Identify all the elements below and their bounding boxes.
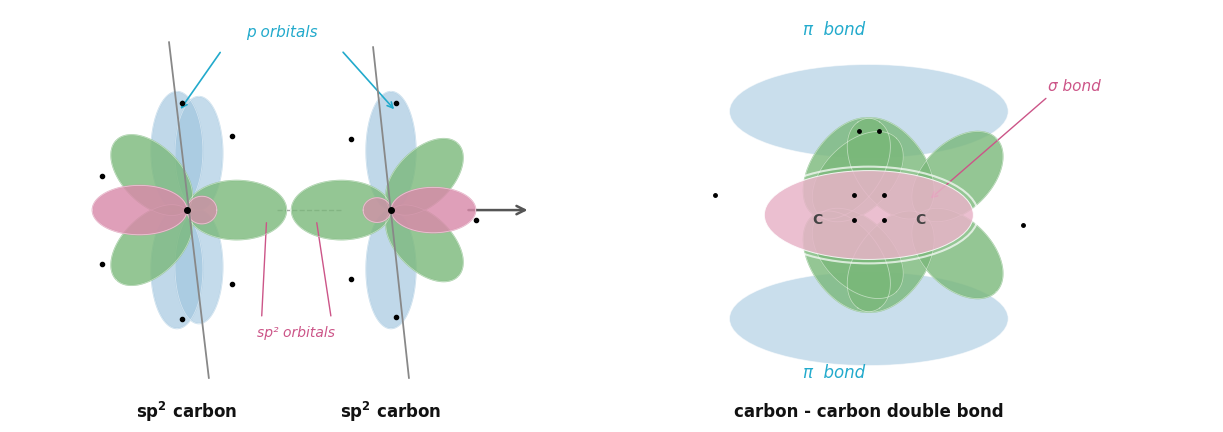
Polygon shape	[111, 135, 192, 216]
Polygon shape	[175, 210, 223, 324]
Polygon shape	[187, 181, 286, 240]
Polygon shape	[391, 187, 476, 233]
Polygon shape	[804, 118, 890, 219]
Polygon shape	[363, 198, 391, 222]
Polygon shape	[912, 131, 1003, 222]
Text: sp² orbitals: sp² orbitals	[257, 327, 335, 340]
Polygon shape	[848, 118, 934, 219]
Polygon shape	[152, 210, 203, 328]
Polygon shape	[291, 181, 391, 240]
Polygon shape	[848, 211, 934, 312]
Text: π  bond: π bond	[804, 22, 865, 39]
Polygon shape	[366, 92, 416, 210]
Polygon shape	[366, 210, 416, 328]
Ellipse shape	[729, 64, 1008, 158]
Ellipse shape	[764, 171, 974, 260]
Text: σ bond: σ bond	[1048, 79, 1101, 94]
Polygon shape	[385, 205, 464, 282]
Polygon shape	[804, 211, 890, 312]
Text: $\mathbf{sp^2}$ carbon: $\mathbf{sp^2}$ carbon	[340, 400, 442, 425]
Polygon shape	[187, 196, 216, 224]
Polygon shape	[385, 139, 464, 215]
Polygon shape	[152, 92, 203, 210]
Polygon shape	[912, 208, 1003, 299]
Polygon shape	[812, 131, 904, 222]
Polygon shape	[812, 208, 904, 299]
Text: carbon - carbon double bond: carbon - carbon double bond	[734, 403, 1004, 422]
Text: π  bond: π bond	[804, 364, 865, 382]
Text: C: C	[916, 213, 926, 227]
Polygon shape	[111, 205, 192, 285]
Text: p orbitals: p orbitals	[246, 25, 317, 40]
Text: $\mathbf{sp^2}$ carbon: $\mathbf{sp^2}$ carbon	[136, 400, 237, 425]
Polygon shape	[93, 185, 187, 235]
Text: C: C	[812, 213, 822, 227]
Polygon shape	[175, 97, 223, 210]
Ellipse shape	[729, 272, 1008, 365]
